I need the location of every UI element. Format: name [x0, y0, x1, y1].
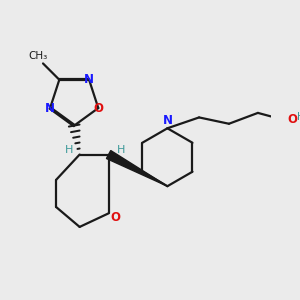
- Text: N: N: [84, 73, 94, 86]
- Text: O: O: [111, 212, 121, 224]
- Text: N: N: [45, 102, 55, 115]
- Polygon shape: [106, 151, 167, 186]
- Text: H: H: [298, 112, 300, 122]
- Text: N: N: [162, 114, 172, 127]
- Text: H: H: [64, 145, 73, 155]
- Text: O: O: [287, 113, 297, 126]
- Text: H: H: [117, 145, 125, 155]
- Text: CH₃: CH₃: [29, 51, 48, 61]
- Text: O: O: [93, 102, 103, 115]
